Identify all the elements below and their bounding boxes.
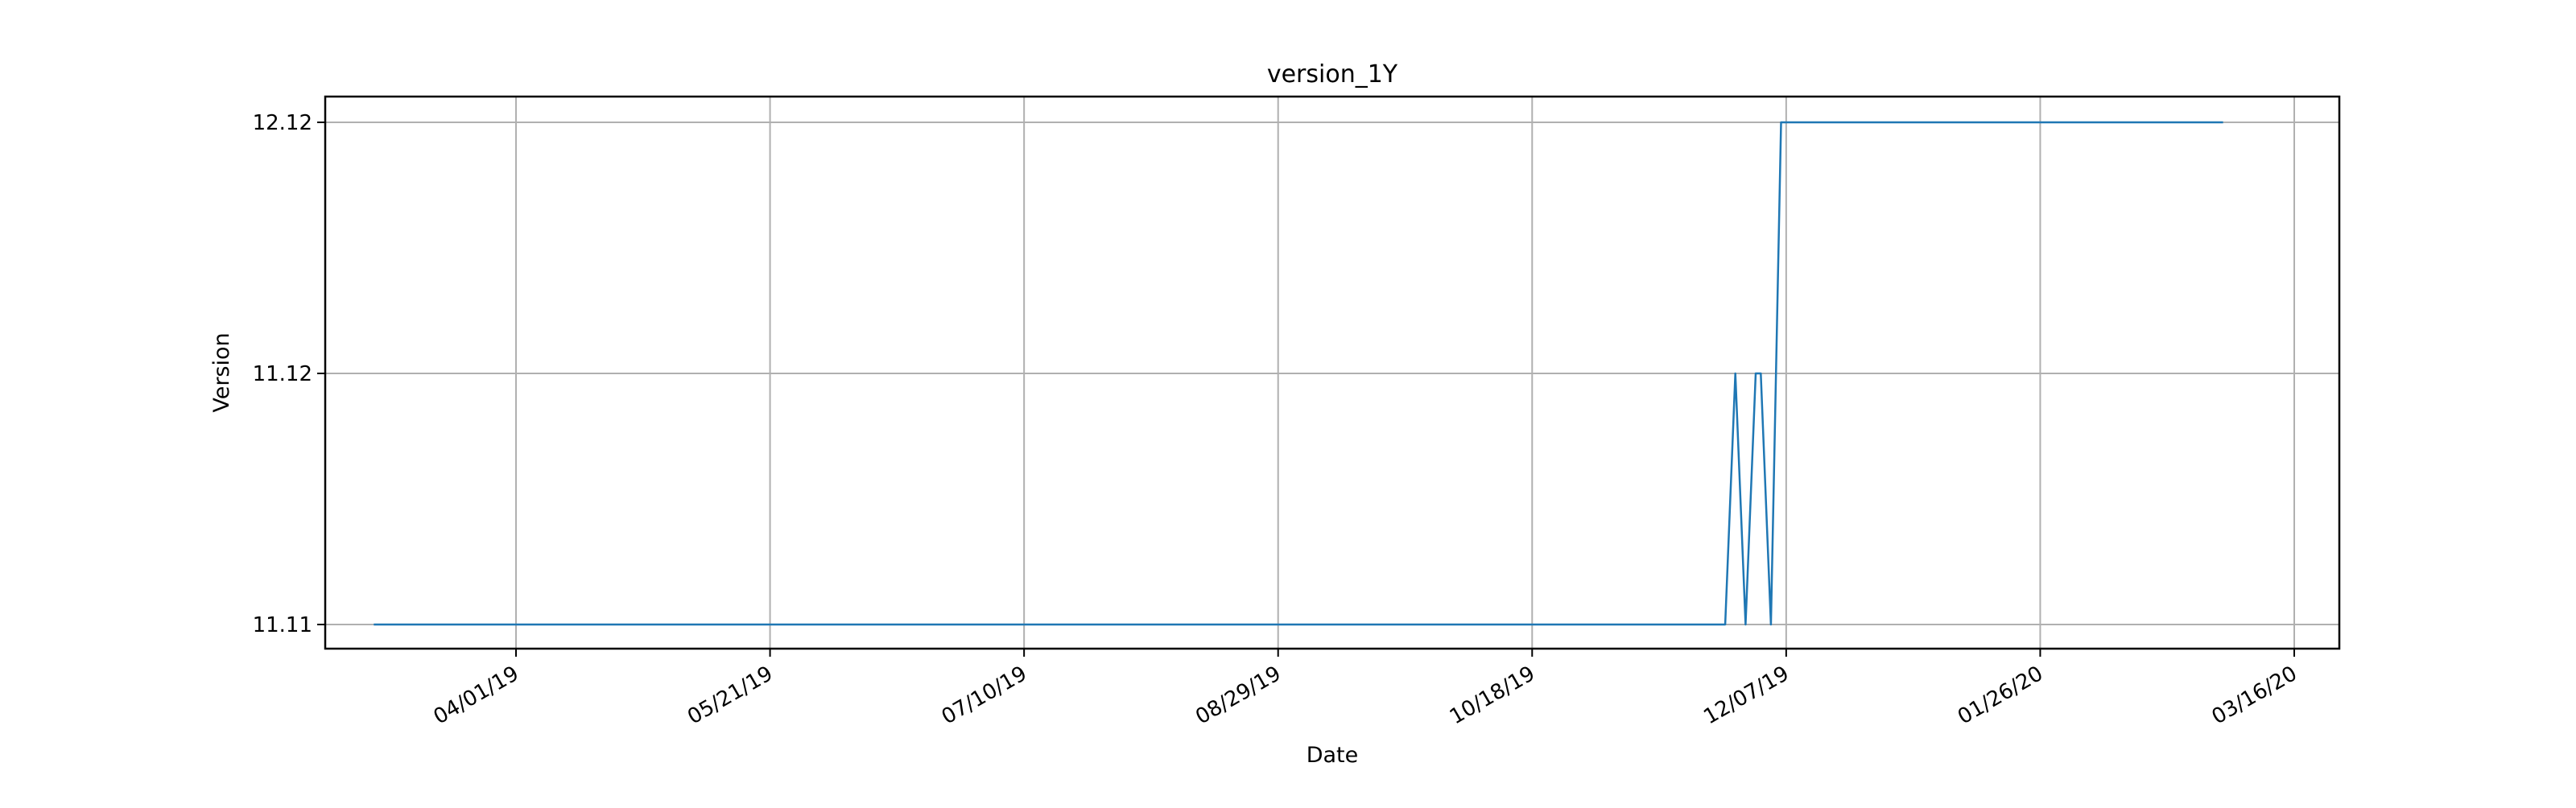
x-tick-label: 03/16/20 xyxy=(2208,662,2301,729)
x-tick-label: 04/01/19 xyxy=(430,662,523,729)
x-tick-label: 05/21/19 xyxy=(683,662,777,729)
y-tick-label: 11.12 xyxy=(253,362,312,386)
x-tick-label: 12/07/19 xyxy=(1699,662,1793,729)
x-tick-label: 07/10/19 xyxy=(938,662,1031,729)
x-tick-label: 10/18/19 xyxy=(1446,662,1539,729)
y-tick-label: 12.12 xyxy=(253,111,312,135)
series-layer xyxy=(374,121,2223,626)
chart-title: version_1Y xyxy=(1267,60,1398,89)
y-axis-label: Version xyxy=(209,332,234,412)
y-tick-label: 11.11 xyxy=(253,613,312,637)
series-line xyxy=(374,121,2223,626)
ticks: 04/01/19 05/21/19 07/10/19 08/29/19 10/18/19… xyxy=(253,111,2301,729)
x-axis-label: Date xyxy=(1307,743,1359,768)
x-tick-label: 08/29/19 xyxy=(1191,662,1285,729)
grid xyxy=(325,97,2339,649)
x-tick-label: 01/26/20 xyxy=(1954,662,2047,729)
